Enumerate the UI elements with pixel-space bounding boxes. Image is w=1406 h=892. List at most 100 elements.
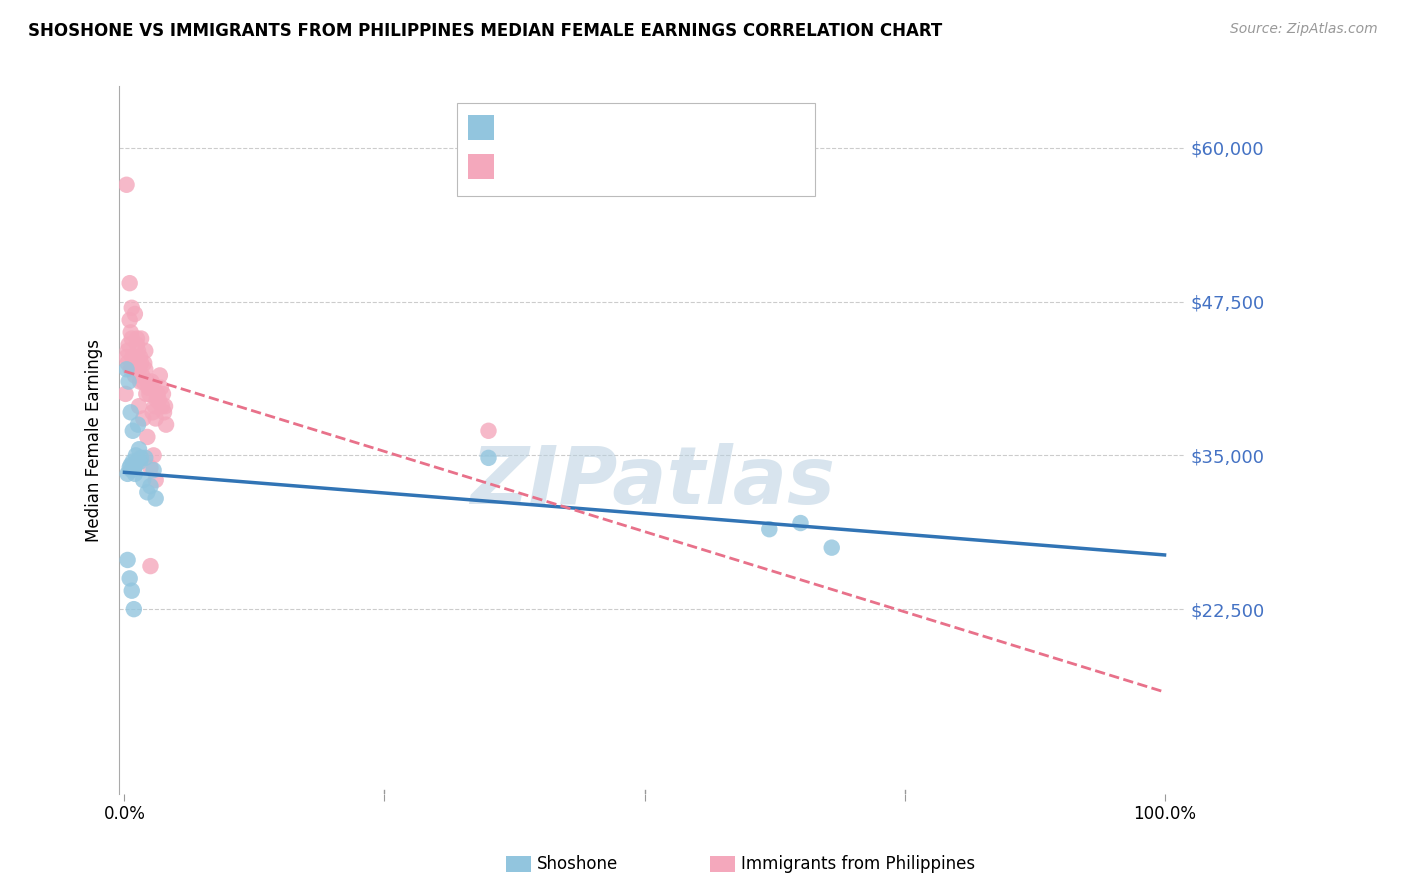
Point: [145, 473, 167, 487]
Point: [125, 332, 148, 346]
Point: [132, 375, 155, 389]
Point: [118, 460, 141, 475]
Point: [118, 276, 141, 290]
Point: [114, 387, 136, 401]
Point: [117, 343, 139, 358]
Point: [122, 602, 145, 616]
Point: [142, 405, 165, 419]
Point: [145, 491, 167, 506]
Point: [121, 350, 143, 364]
Point: [789, 516, 811, 530]
Point: [155, 417, 177, 432]
Point: [120, 326, 142, 340]
Point: [128, 442, 150, 457]
Point: [129, 332, 152, 346]
Point: [134, 356, 156, 370]
Point: [121, 350, 143, 364]
Point: [115, 362, 138, 376]
Point: [121, 424, 143, 438]
Point: [120, 405, 142, 419]
Text: Immigrants from Philippines: Immigrants from Philippines: [741, 855, 976, 873]
Point: [150, 399, 173, 413]
Point: [129, 450, 152, 465]
Point: [117, 375, 139, 389]
Point: [121, 583, 143, 598]
Point: [117, 337, 139, 351]
Point: [143, 399, 166, 413]
Point: [129, 350, 152, 364]
Point: [124, 307, 146, 321]
Point: [134, 343, 156, 358]
Point: [139, 460, 162, 475]
Point: [125, 449, 148, 463]
Point: [153, 405, 176, 419]
Text: Shoshone: Shoshone: [537, 855, 619, 873]
Point: [120, 362, 142, 376]
Point: [138, 381, 160, 395]
Point: [132, 473, 155, 487]
Point: [125, 454, 148, 468]
Point: [120, 458, 142, 473]
Point: [149, 381, 172, 395]
Point: [134, 450, 156, 465]
Point: [142, 381, 165, 395]
Point: [124, 467, 146, 481]
Text: R = −0.030: R = −0.030: [502, 119, 607, 136]
Point: [121, 301, 143, 315]
Text: ZIPatlas: ZIPatlas: [470, 443, 835, 522]
Point: [127, 343, 149, 358]
Point: [121, 332, 143, 346]
Point: [124, 368, 146, 383]
Point: [142, 463, 165, 477]
Point: [142, 449, 165, 463]
Point: [122, 362, 145, 376]
Point: [139, 559, 162, 574]
Point: [118, 571, 141, 585]
Point: [129, 375, 152, 389]
Point: [821, 541, 844, 555]
Y-axis label: Median Female Earnings: Median Female Earnings: [86, 339, 103, 541]
Text: Source: ZipAtlas.com: Source: ZipAtlas.com: [1230, 22, 1378, 37]
Point: [139, 381, 162, 395]
Point: [128, 362, 150, 376]
Point: [115, 178, 138, 192]
Point: [136, 485, 159, 500]
Point: [129, 454, 152, 468]
Point: [758, 522, 780, 536]
Point: [122, 350, 145, 364]
Point: [136, 430, 159, 444]
Point: [132, 411, 155, 425]
Point: [136, 375, 159, 389]
Point: [122, 460, 145, 475]
Point: [131, 368, 153, 383]
Point: [117, 553, 139, 567]
Point: [477, 424, 499, 438]
Point: [127, 417, 149, 432]
Point: [117, 356, 139, 370]
Point: [145, 392, 167, 407]
Text: R =  −0.214: R = −0.214: [502, 158, 613, 176]
Point: [128, 399, 150, 413]
Point: [124, 459, 146, 474]
Text: SHOSHONE VS IMMIGRANTS FROM PHILIPPINES MEDIAN FEMALE EARNINGS CORRELATION CHART: SHOSHONE VS IMMIGRANTS FROM PHILIPPINES …: [28, 22, 942, 40]
Point: [125, 356, 148, 370]
Point: [117, 467, 139, 481]
Point: [148, 392, 170, 407]
Point: [135, 387, 157, 401]
Point: [153, 399, 176, 413]
Point: [149, 368, 172, 383]
Point: [125, 337, 148, 351]
Point: [477, 450, 499, 465]
Text: N = 32: N = 32: [703, 119, 770, 136]
Point: [118, 313, 141, 327]
Point: [141, 375, 163, 389]
Point: [115, 350, 138, 364]
Point: [129, 356, 152, 370]
Point: [121, 463, 143, 477]
Text: N = 60: N = 60: [703, 158, 770, 176]
Point: [146, 387, 169, 401]
Point: [134, 362, 156, 376]
Point: [139, 479, 162, 493]
Point: [121, 454, 143, 468]
Point: [145, 411, 167, 425]
